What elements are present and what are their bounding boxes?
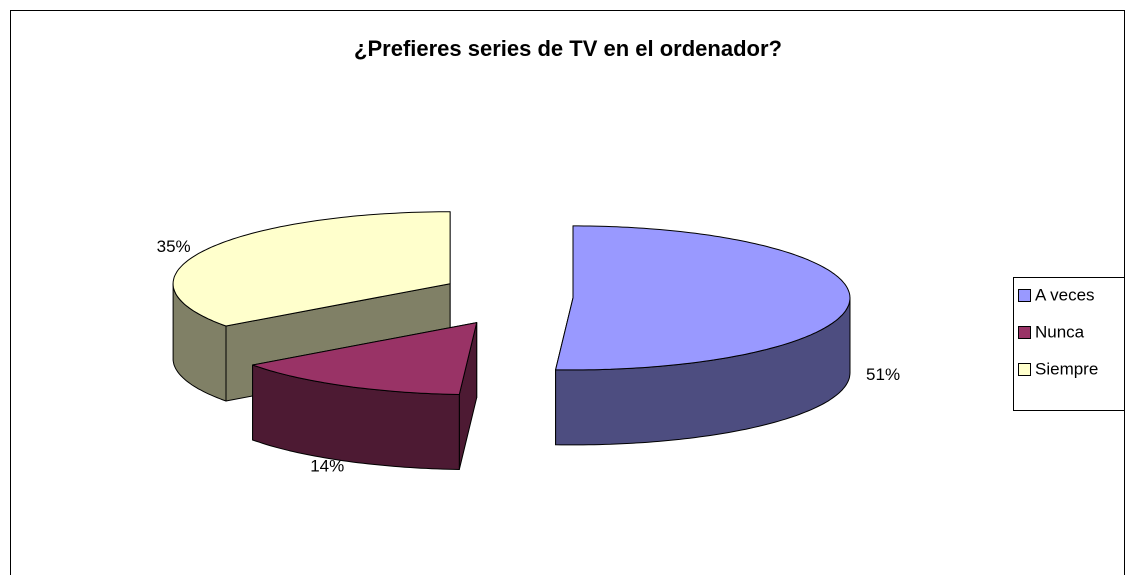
data-label: 35% [157, 237, 191, 256]
data-label: 51% [866, 365, 900, 384]
legend-swatch [1018, 289, 1031, 302]
legend-label: A veces [1035, 285, 1095, 304]
data-label: 14% [310, 457, 344, 476]
legend-label: Siempre [1035, 359, 1098, 378]
slice-top [172, 211, 451, 327]
legend-swatch [1018, 363, 1031, 376]
slice-top [555, 225, 851, 371]
legend-box [1013, 277, 1125, 411]
legend-label: Nunca [1035, 322, 1085, 341]
chart-title: ¿Prefieres series de TV en el ordenador? [354, 36, 782, 61]
slice-top [252, 322, 478, 395]
legend-swatch [1018, 326, 1031, 339]
